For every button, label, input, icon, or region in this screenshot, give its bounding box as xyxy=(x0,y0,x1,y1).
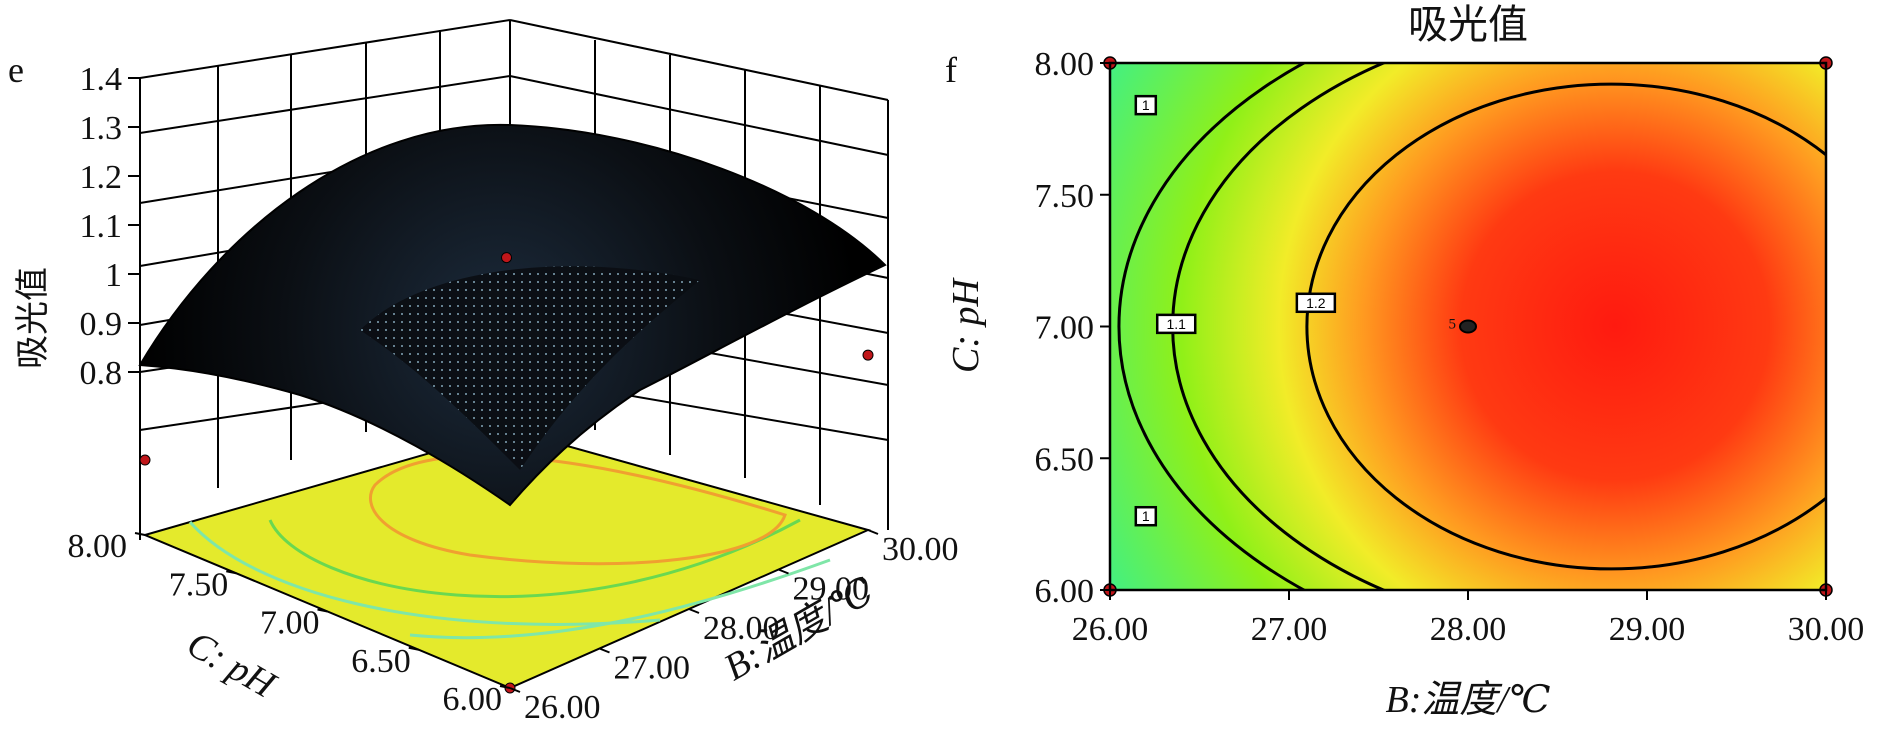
x-tick-label: 28.00 xyxy=(703,610,780,647)
contour-label: 1.2 xyxy=(1306,295,1326,311)
x-tick-label: 30.00 xyxy=(1788,611,1865,648)
design-point xyxy=(862,349,874,361)
x-tick-label: 29.00 xyxy=(793,571,870,608)
z-tick-label: 0.8 xyxy=(80,355,123,392)
x-tick-label: 28.00 xyxy=(1430,611,1507,648)
x-tick-label: 26.00 xyxy=(524,689,601,726)
y-tick-mark xyxy=(317,608,328,613)
x-axis-title: B:温度/℃ xyxy=(1386,679,1551,721)
contour-label-box xyxy=(1155,313,1197,335)
design-point xyxy=(139,454,151,466)
x-axis-ticks: 26.00 27.00 28.00 29.00 30.00 xyxy=(1072,590,1865,648)
contour-label-box xyxy=(1134,94,1158,116)
y-tick-mark xyxy=(408,646,419,651)
z-tick-label: 1.2 xyxy=(80,159,123,196)
y-tick-mark xyxy=(134,532,146,536)
z-tick-label: 0.9 xyxy=(80,306,123,343)
y-tick-label: 8.00 xyxy=(1035,46,1095,83)
contour-label-box xyxy=(1295,292,1337,314)
x-tick-mark xyxy=(778,568,789,575)
contour-labels: 1 1 1.1 1.2 xyxy=(1134,94,1337,527)
y-tick-mark xyxy=(499,685,511,689)
x-tick-mark xyxy=(688,608,700,614)
panel-e-letter: e xyxy=(8,50,24,90)
x-tick-label: 30.00 xyxy=(882,531,959,568)
design-point xyxy=(501,252,512,264)
chart-title: 吸光值 xyxy=(1408,2,1528,47)
contour-label: 1.1 xyxy=(1166,316,1186,332)
panel-f: f 吸光值 1 1 1.1 1.2 5 26.00 27.00 28.00 29.00 30.… xyxy=(945,2,1865,721)
z-axis-ticks: 0.8 0.9 1 1.1 1.2 1.3 1.4 xyxy=(80,61,140,392)
x-tick-mark xyxy=(509,687,521,693)
y-tick-label: 7.00 xyxy=(260,605,320,642)
y-tick-label: 7.50 xyxy=(1035,178,1095,215)
panel-f-letter: f xyxy=(945,50,957,90)
contour-label-box xyxy=(1134,505,1158,527)
x-axis-ticks: 26.00 27.00 28.00 29.00 30.00 xyxy=(509,529,959,726)
z-tick-label: 1 xyxy=(105,257,122,294)
y-tick-mark xyxy=(226,570,237,575)
y-axis-ticks: 6.00 6.50 7.00 7.50 8.00 xyxy=(68,528,511,718)
z-axis-title: 吸光值 xyxy=(14,267,52,369)
z-tick-label: 1.1 xyxy=(80,208,123,245)
x-tick-label: 27.00 xyxy=(1251,611,1328,648)
y-tick-label: 7.00 xyxy=(1035,310,1095,347)
surface-mesh xyxy=(360,266,700,470)
y-tick-label: 6.50 xyxy=(351,643,411,680)
y-tick-label: 6.00 xyxy=(443,681,503,718)
z-tick-label: 1.3 xyxy=(80,110,123,147)
y-tick-label: 7.50 xyxy=(169,566,229,603)
y-tick-label: 6.00 xyxy=(1035,573,1095,610)
contour-label: 1 xyxy=(1142,97,1150,113)
contour-label: 1 xyxy=(1142,508,1150,524)
y-tick-label: 6.50 xyxy=(1035,441,1095,478)
x-tick-label: 26.00 xyxy=(1072,611,1149,648)
z-tick-label: 1.4 xyxy=(80,61,123,98)
x-tick-label: 29.00 xyxy=(1609,611,1686,648)
contour-line xyxy=(1117,63,1308,590)
panel-e: e xyxy=(8,19,959,726)
center-point xyxy=(1459,319,1477,334)
x-tick-mark xyxy=(867,529,879,535)
x-tick-label: 27.00 xyxy=(614,650,691,687)
contour-line xyxy=(1305,82,1826,571)
y-tick-label: 8.00 xyxy=(68,528,128,565)
x-tick-mark xyxy=(599,647,610,654)
y-axis-title: C: pH xyxy=(945,276,987,373)
center-point-label: 5 xyxy=(1449,317,1457,333)
y-axis-ticks: 6.00 6.50 7.00 7.50 8.00 xyxy=(1035,46,1110,610)
